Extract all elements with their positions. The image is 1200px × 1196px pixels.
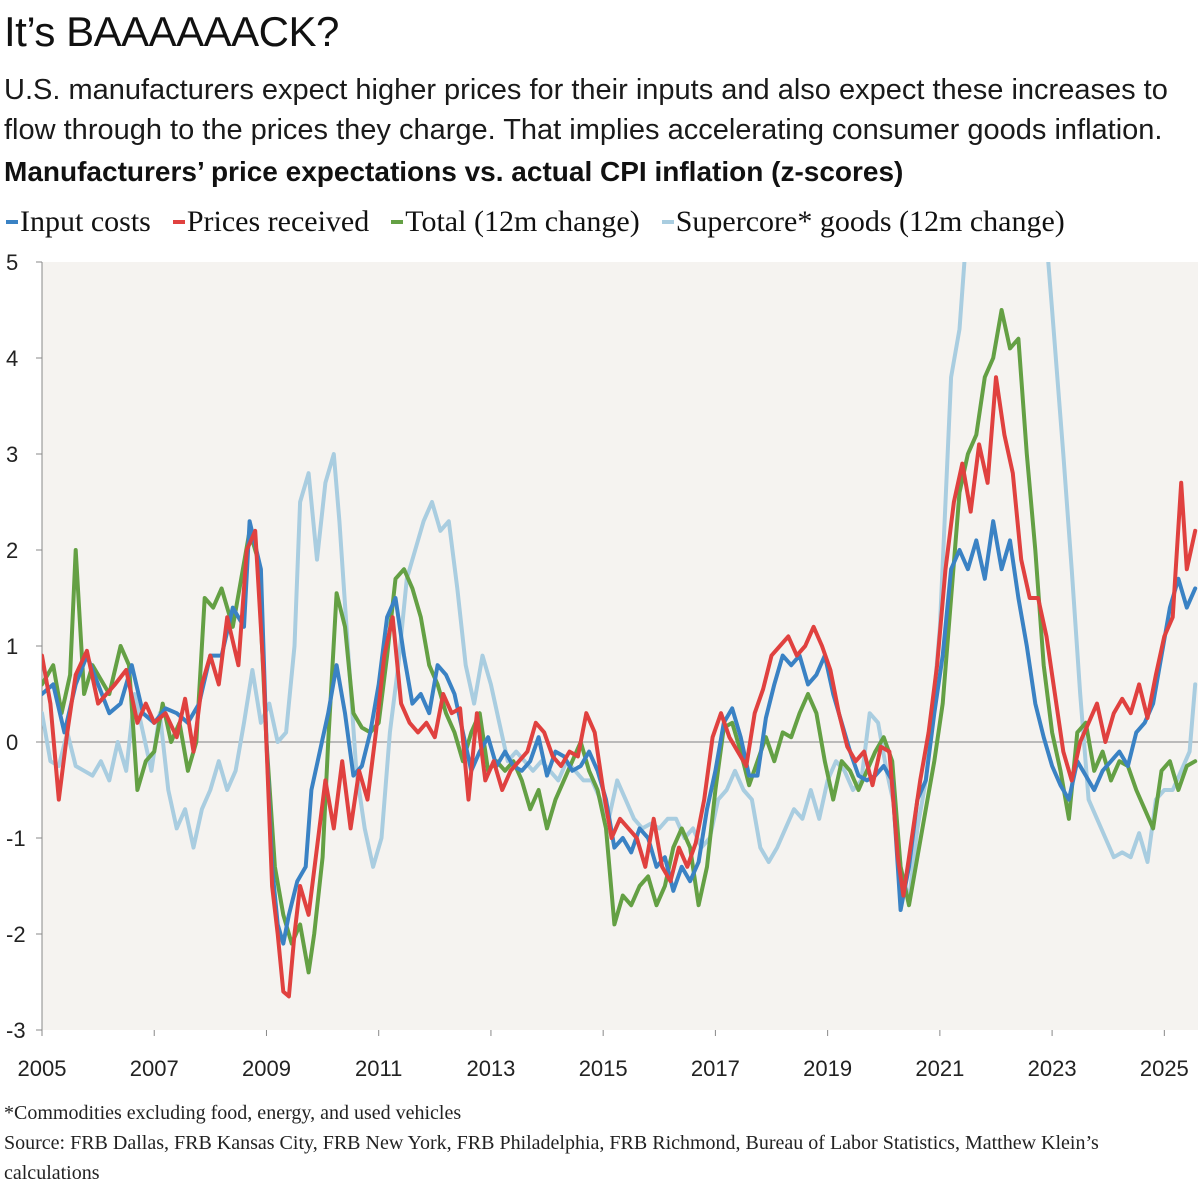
y-tick-label: -2 [6, 922, 26, 947]
page-title: It’s BAAAAAACK? [4, 8, 339, 55]
y-tick-label: 0 [6, 730, 18, 755]
y-tick-label: -3 [6, 1018, 26, 1043]
legend-swatch-total [391, 220, 404, 224]
y-tick-label: 1 [6, 634, 18, 659]
chart-title: Manufacturers’ price expectations vs. ac… [4, 156, 904, 187]
legend-item-total: Total (12m change) [391, 205, 640, 239]
series-line-supercore [42, 262, 1198, 903]
legend-label-supercore: Supercore* goods (12m change) [675, 205, 1065, 238]
x-tick-label: 2019 [803, 1056, 852, 1081]
legend-label-input-costs: Input costs [20, 205, 151, 238]
x-tick-label: 2013 [466, 1056, 515, 1081]
y-tick-label: 3 [6, 442, 18, 467]
chart-legend: Input costs Prices received Total (12m c… [6, 200, 1087, 244]
x-tick-label: 2005 [18, 1056, 67, 1081]
legend-label-prices-received: Prices received [186, 205, 370, 238]
x-tick-label: 2015 [579, 1056, 628, 1081]
series-line-total [42, 308, 1198, 975]
x-tick-label: 2023 [1028, 1056, 1077, 1081]
legend-swatch-input-costs [6, 220, 18, 224]
x-tick-label: 2007 [130, 1056, 179, 1081]
x-tick-label: 2021 [915, 1056, 964, 1081]
source-note: Source: FRB Dallas, FRB Kansas City, FRB… [4, 1132, 1099, 1184]
y-tick-label: 5 [6, 250, 18, 275]
series-line-input [42, 519, 1198, 946]
y-tick-label: 2 [6, 538, 18, 563]
y-tick-label: 4 [6, 346, 18, 371]
series-group [42, 262, 1198, 999]
legend-swatch-prices-received [172, 220, 185, 224]
x-tick-label: 2017 [691, 1056, 740, 1081]
x-tick-label: 2011 [355, 1056, 402, 1081]
legend-swatch-supercore [661, 220, 674, 224]
legend-item-input-costs: Input costs [6, 205, 151, 239]
legend-item-supercore: Supercore* goods (12m change) [661, 205, 1065, 239]
footnote-definition: *Commodities excluding food, energy, and… [4, 1102, 462, 1124]
page-subtitle: U.S. manufacturers expect higher prices … [4, 74, 1168, 146]
legend-label-total: Total (12m change) [405, 205, 640, 238]
x-tick-label: 2025 [1140, 1056, 1189, 1081]
series-line-received [42, 375, 1198, 999]
legend-item-prices-received: Prices received [172, 205, 370, 239]
footnotes: *Commodities excluding food, energy, and… [4, 1098, 1196, 1188]
y-tick-label: -1 [6, 826, 26, 851]
x-tick-label: 2009 [242, 1056, 291, 1081]
